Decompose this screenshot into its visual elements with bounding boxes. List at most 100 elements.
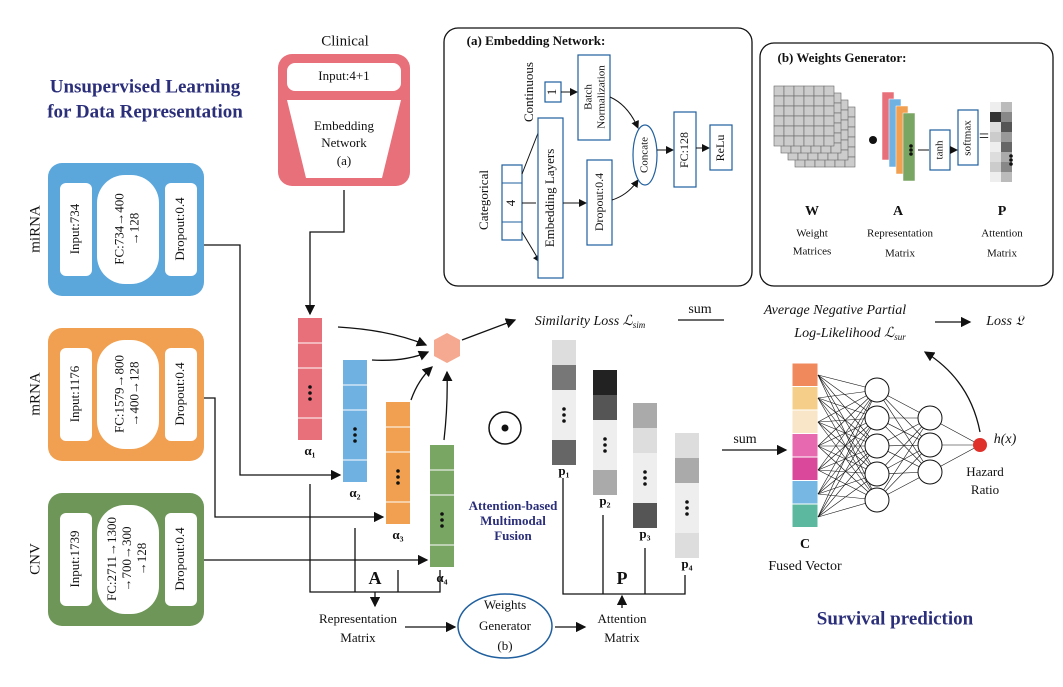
w-cell [783,135,795,147]
fc: FC:1579→800 [111,355,126,433]
att-label: Matrix [604,630,640,645]
ellipsis-dot [440,512,444,516]
p-cell [675,533,699,558]
w-cell [823,85,835,97]
softmax: softmax [962,120,974,156]
dropout-box [165,183,197,276]
ellipsis-dot [603,449,607,453]
hazard-label: Ratio [971,482,999,497]
hazard-node [973,438,987,452]
p-grid-cell [1001,102,1012,112]
p-cell [593,395,617,420]
w-cell [837,149,849,161]
w-cell [773,135,785,147]
categorical: Categorical [476,170,491,230]
edge [817,421,878,501]
bracket [562,478,686,595]
input: Input:734 [67,203,82,254]
clinical-label: Clinical [321,33,369,49]
arrow [304,190,345,316]
edge [876,417,931,473]
divider [502,182,522,223]
edge [876,389,931,446]
similarity-loss: Similarity Loss ℒsim [535,314,646,330]
alpha-label: α₄ [436,570,447,585]
network: Network [321,135,367,150]
neuron [864,377,890,403]
w-cell [803,115,815,127]
w-cell [830,142,842,154]
w-cell [793,135,805,147]
edge [817,445,878,518]
network: Embedding [314,118,374,133]
p-label: p₄ [681,556,692,571]
dropout: Dropout:0.4 [592,173,606,231]
w-cell [844,156,856,168]
continuous-dim: 1 [544,89,559,96]
edge [817,417,878,518]
p-grid-cell [990,122,1001,132]
w-cell [793,105,805,117]
neuron [917,459,943,485]
ellipsis-dot [1009,158,1013,162]
ellipsis-dot [562,413,566,417]
categorical-dim: 4 [503,199,518,206]
concat-label: Concate [639,137,651,173]
network-shape [287,100,401,178]
ellipsis-dot [909,144,913,148]
similarity-hexagon [434,333,460,363]
input-box [60,183,92,276]
arrow [371,350,430,361]
ellipsis-dot [396,475,400,479]
w-symbol: W [805,204,819,219]
fc-box [97,175,159,284]
w-cell [813,85,825,97]
a-label: Matrix [885,248,915,260]
w-cell [773,105,785,117]
alpha-vector [430,445,454,567]
p-cell [593,370,617,395]
arrow [337,326,428,347]
ellipsis-dot [353,433,357,437]
fc: →128 [126,213,141,246]
box [709,124,733,171]
p-cell [593,470,617,495]
edge [817,421,878,475]
alpha-label: α₂ [349,485,360,500]
w-cell [773,95,785,107]
fc-box [97,505,159,614]
w-cell [803,105,815,117]
p-grid-cell [990,152,1001,162]
w-cell [793,125,805,137]
edge [817,397,878,475]
input: Input:4+1 [318,68,369,83]
ellipsis-dot [1009,162,1013,166]
w-cell [813,135,825,147]
ellipsis-dot [603,443,607,447]
p-grid-cell [990,102,1001,112]
weights-generator [457,593,553,659]
wg-label: Generator [479,618,532,633]
p-label: Attention [981,228,1023,240]
p-cell [552,340,576,365]
modality-label: CNV [27,543,43,575]
hazard-fn: h(x) [994,432,1017,447]
ellipsis-dot [909,152,913,156]
p-grid-cell [1001,112,1012,122]
neuron [864,405,890,431]
p-grid-cell [1001,132,1012,142]
ellipsis-dot [643,476,647,480]
c-symbol: C [800,537,810,552]
fused-cell [791,409,819,434]
arrow [923,351,981,433]
p-grid-cell [990,162,1001,172]
hazard-label: Hazard [966,464,1004,479]
w-cell [773,85,785,97]
p-symbol: P [617,568,628,588]
wg-label: Weights [484,597,526,612]
ellipsis-dot [685,512,689,516]
ellipsis-dot [1009,154,1013,158]
modality-label: miRNA [27,205,43,253]
ellipsis-dot [353,427,357,431]
ellipsis-dot [685,506,689,510]
